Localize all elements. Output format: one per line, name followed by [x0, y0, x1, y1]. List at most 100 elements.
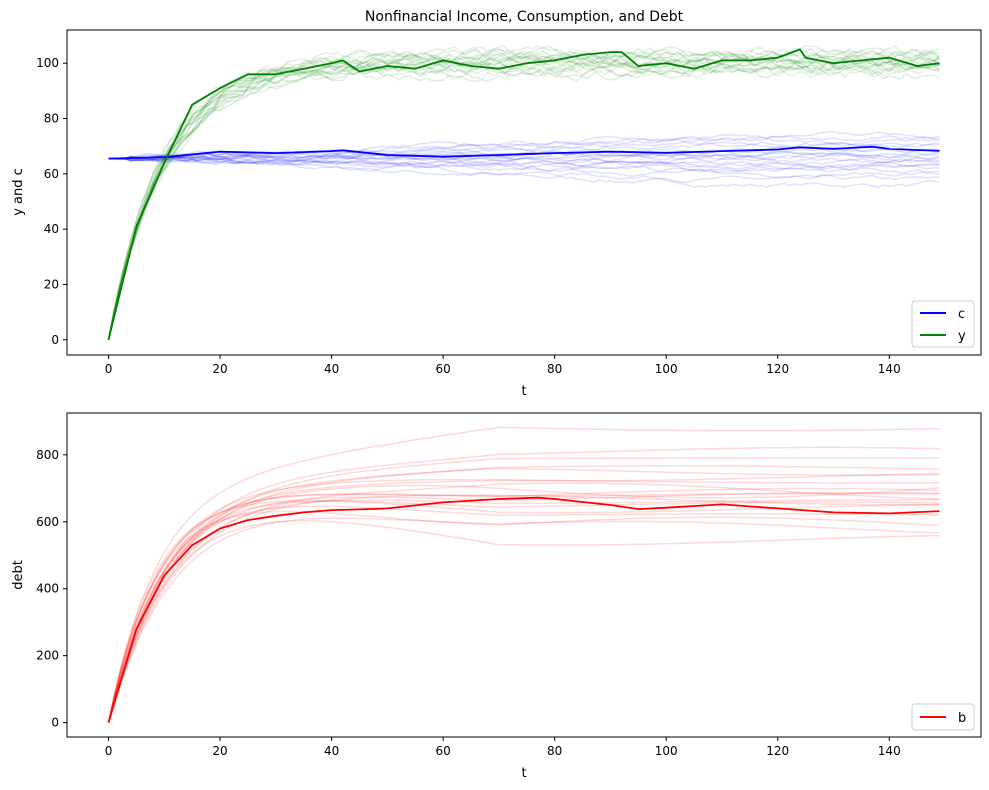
c-simulation-path	[108, 152, 940, 163]
y-simulation-path	[107, 63, 940, 340]
x-tick-label: 60	[435, 362, 450, 376]
y-tick-label: 400	[36, 582, 59, 596]
b-simulation-path	[107, 499, 940, 723]
c-simulation-path	[108, 157, 940, 188]
x-tick-label: 100	[655, 362, 678, 376]
y-simulation-path	[107, 54, 940, 340]
b-simulation-path	[107, 494, 940, 723]
x-ticks-bottom: 0 20 40 60 80 100 120 140	[105, 737, 901, 758]
x-axis-label-top: t	[521, 384, 526, 399]
y-axis-label-bottom: debt	[11, 560, 26, 590]
y-tick-label: 200	[36, 649, 59, 663]
x-tick-label: 140	[878, 362, 901, 376]
y-simulation-path	[107, 61, 941, 340]
y-simulation-path	[107, 48, 940, 340]
x-tick-label: 60	[435, 744, 450, 758]
c-simulation-path	[108, 155, 940, 173]
series-lines-bottom	[107, 496, 940, 723]
legend-label-y: y	[958, 329, 966, 344]
legend-top: c y	[911, 300, 975, 348]
c-simulation-path	[108, 154, 940, 171]
x-ticks-top: 0 20 40 60 80 100 120 140	[105, 355, 901, 376]
y-tick-label: 600	[36, 515, 59, 529]
y-tick-label: 40	[44, 222, 59, 236]
y-simulation-path	[107, 59, 940, 340]
y-simulation-path	[107, 52, 940, 340]
c-simulation-path	[108, 154, 940, 174]
c-simulation-path	[108, 154, 940, 166]
c-simulation-path	[108, 130, 940, 162]
b-simulation-path	[107, 484, 940, 723]
c-simulation-path	[108, 152, 940, 163]
x-tick-label: 80	[547, 362, 562, 376]
y-simulation-path	[107, 56, 940, 340]
b-simulation-path	[107, 465, 940, 723]
y-simulation-path	[107, 57, 940, 340]
legend-label-c: c	[958, 307, 965, 322]
c-simulation-path	[108, 155, 940, 164]
x-tick-label: 80	[547, 744, 562, 758]
y-simulation-path	[107, 45, 940, 340]
x-tick-label: 120	[766, 362, 789, 376]
b-simulation-path	[107, 479, 940, 723]
x-tick-label: 140	[878, 744, 901, 758]
y-simulation-path	[107, 53, 940, 340]
c-simulation-path	[108, 141, 940, 160]
y-tick-label: 20	[44, 277, 59, 291]
plot-area-bottom	[66, 412, 982, 738]
c-simulation-path	[108, 157, 940, 180]
y-simulation-path	[107, 61, 940, 340]
b-simulation-path	[107, 487, 940, 723]
b-simulation-path	[107, 505, 940, 723]
y-tick-label: 800	[36, 448, 59, 462]
b-simulation-path	[107, 491, 940, 723]
b-simulation-path	[107, 426, 940, 723]
c-simulation-path	[108, 156, 940, 170]
series-line-b	[107, 496, 940, 723]
b-simulation-path	[107, 500, 940, 723]
c-simulation-path	[108, 157, 940, 184]
y-tick-label: 80	[44, 112, 59, 126]
simulation-paths-top	[107, 45, 941, 340]
c-simulation-path	[108, 150, 940, 160]
y-tick-label: 60	[44, 167, 59, 181]
simulation-paths-bottom	[107, 426, 940, 723]
y-tick-label: 100	[36, 56, 59, 70]
b-simulation-path	[107, 517, 940, 723]
x-tick-label: 100	[655, 744, 678, 758]
y-simulation-path	[107, 53, 940, 340]
y-tick-label: 0	[51, 333, 59, 347]
y-tick-label: 0	[51, 716, 59, 730]
b-simulation-path	[107, 492, 940, 723]
y-simulation-path	[107, 68, 940, 340]
series-line-c	[108, 145, 940, 160]
x-tick-label: 20	[212, 744, 227, 758]
plot-area-top	[66, 29, 982, 356]
legend-label-b: b	[958, 711, 966, 726]
x-axis-label-bottom: t	[521, 766, 526, 781]
b-simulation-path	[107, 510, 940, 723]
b-simulation-path	[107, 456, 940, 723]
b-simulation-path	[107, 520, 940, 723]
b-simulation-path	[107, 446, 940, 723]
x-tick-label: 0	[105, 744, 113, 758]
y-ticks-top: 0 20 40 60 80 100	[36, 56, 67, 347]
y-simulation-path	[107, 63, 940, 340]
y-axis-label-top: y and c	[11, 168, 26, 216]
y-simulation-path	[107, 56, 940, 340]
legend-bottom: b	[911, 703, 975, 731]
y-simulation-path	[107, 45, 940, 340]
b-simulation-path	[107, 482, 940, 723]
y-ticks-bottom: 0 200 400 600 800	[36, 448, 67, 730]
y-simulation-path	[107, 50, 940, 340]
series-lines-top	[107, 48, 940, 341]
x-tick-label: 40	[324, 362, 339, 376]
b-simulation-path	[107, 499, 940, 723]
y-simulation-path	[107, 49, 940, 340]
x-tick-label: 120	[766, 744, 789, 758]
c-simulation-path	[108, 136, 940, 161]
x-tick-label: 20	[212, 362, 227, 376]
y-simulation-path	[107, 56, 940, 340]
